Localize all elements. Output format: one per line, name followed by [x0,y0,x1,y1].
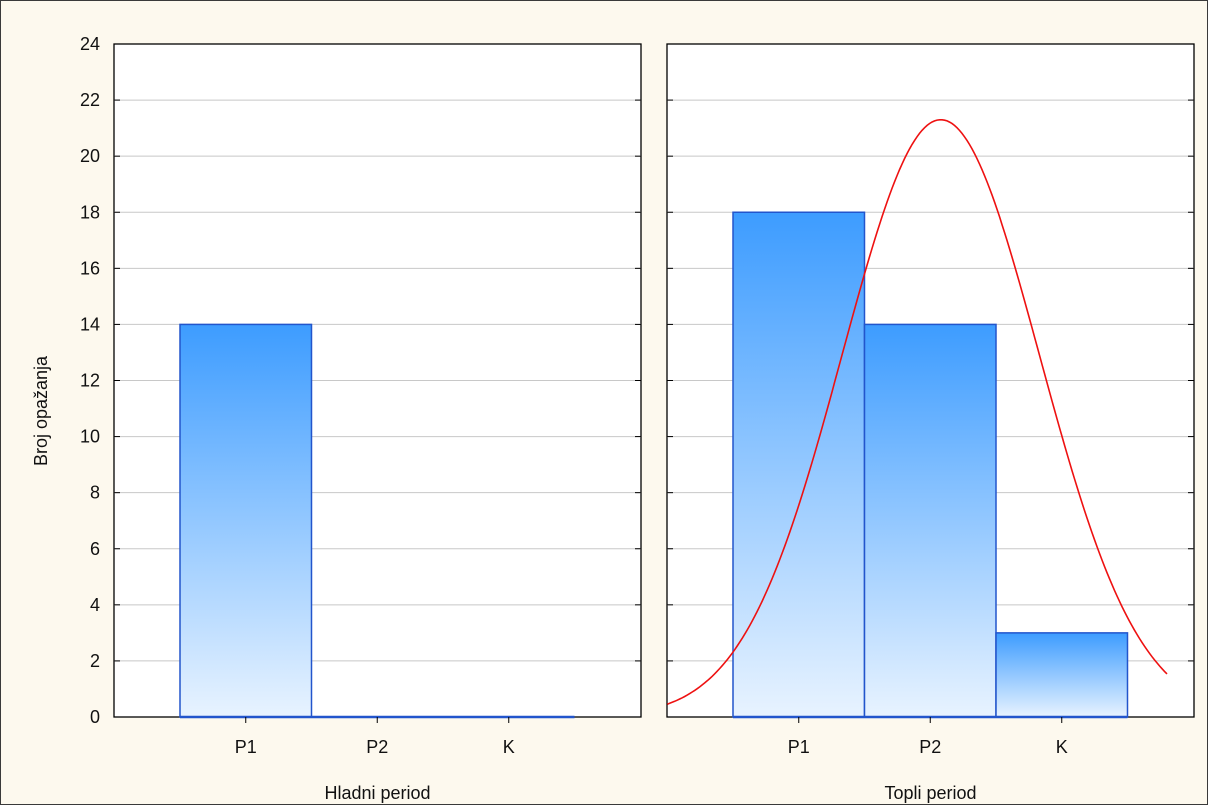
y-tick-label: 22 [80,90,100,110]
plot-area-hladni: P1 P2 K [114,43,641,757]
panel-topli: P1 P2 K Topli period [666,43,1195,803]
bar-p1 [732,211,866,718]
y-tick-label: 10 [80,427,100,447]
x-tick-label-k: K [1056,737,1068,757]
bar-k [995,632,1129,718]
x-tick-label-k: K [503,737,515,757]
y-tick-label: 14 [80,314,100,334]
y-tick-label: 6 [90,539,100,559]
y-tick-label: 0 [90,707,100,727]
panel-hladni: P1 P2 K Hladni period [113,43,642,803]
plot-area-topli: P1 P2 K [667,43,1194,757]
y-tick-label: 12 [80,371,100,391]
y-axis-title: Broj opažanja [31,355,51,466]
y-tick-label: 18 [80,202,100,222]
x-axis-title-topli: Topli period [884,783,976,803]
y-tick-label: 24 [80,34,100,54]
x-tick-label-p2: P2 [366,737,388,757]
x-tick-label-p1: P1 [788,737,810,757]
bar-p2 [863,323,997,718]
y-tick-label: 8 [90,483,100,503]
y-tick-label: 16 [80,258,100,278]
normal-fit-curve [667,119,1168,705]
y-tick-label: 2 [90,651,100,671]
y-tick-label: 20 [80,146,100,166]
bar-p1 [179,323,313,718]
y-tick-label: 4 [90,595,100,615]
x-axis-title-hladni: Hladni period [324,783,430,803]
x-tick-label-p2: P2 [919,737,941,757]
x-tick-label-p1: P1 [235,737,257,757]
